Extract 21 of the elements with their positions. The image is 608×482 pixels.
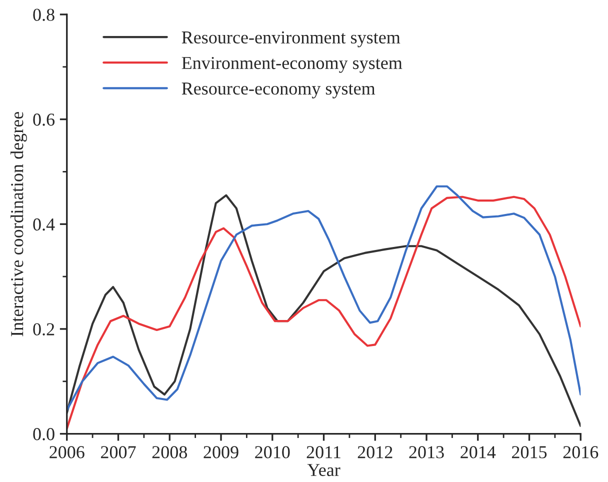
y-tick-label: 0.6 xyxy=(33,114,55,126)
x-tick-label: 2012 xyxy=(358,446,392,458)
legend-label: Environment-economy system xyxy=(182,56,402,73)
x-tick-label: 2013 xyxy=(409,446,444,458)
x-tick-label: 2007 xyxy=(100,446,136,458)
x-tick-label: 2014 xyxy=(460,446,496,458)
legend-label: Resource-economy system xyxy=(182,82,376,98)
x-tick-label: 2011 xyxy=(306,446,340,458)
y-tick-label: 0.2 xyxy=(33,323,54,336)
x-tick-label: 2009 xyxy=(204,446,238,458)
x-tick-label: 2010 xyxy=(255,446,290,458)
y-axis-title: Interactive coordination degree xyxy=(10,112,27,336)
x-tick-label: 2015 xyxy=(512,446,547,458)
x-tick-label: 2016 xyxy=(563,446,598,458)
y-tick-label: 0.8 xyxy=(33,8,54,21)
y-tick-label: 0.0 xyxy=(33,428,54,440)
x-tick-label: 2008 xyxy=(152,446,187,458)
legend-label: Resource-environment system xyxy=(182,31,400,48)
x-tick-label: 2006 xyxy=(50,446,84,458)
y-tick-label: 0.4 xyxy=(33,218,55,231)
x-axis-title: Year xyxy=(307,464,340,476)
